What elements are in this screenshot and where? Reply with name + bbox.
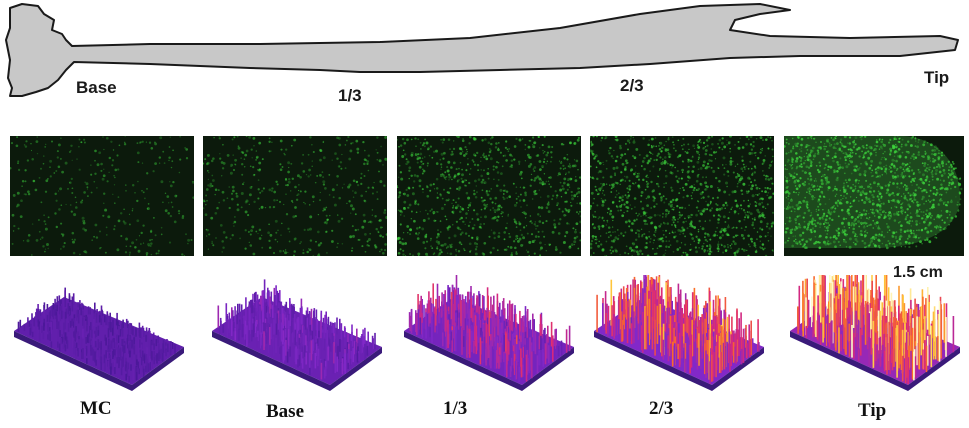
- surface-label-mc: MC: [80, 398, 112, 419]
- surface-plot-third: [400, 275, 584, 395]
- surface-plot-mc: [10, 275, 194, 395]
- surface-plot-tip: [786, 275, 966, 395]
- micrograph-mc: [10, 136, 194, 256]
- surface-label-third: 1/3: [443, 398, 468, 419]
- micrograph-tip: [784, 136, 964, 256]
- root-diagram: [0, 0, 969, 110]
- root-label-base: Base: [76, 78, 117, 97]
- surface-plot-base: [208, 275, 392, 395]
- surface-label-base: Base: [266, 401, 304, 422]
- scale-bar-label: 1.5 cm: [893, 264, 943, 281]
- root-label-tip: Tip: [924, 68, 950, 87]
- root-outline: [5, 3, 959, 97]
- micrograph-third: [397, 136, 581, 256]
- surface-label-two-thirds: 2/3: [649, 398, 674, 419]
- surface-label-tip: Tip: [858, 400, 887, 421]
- surface-plot-two-thirds: [590, 275, 774, 395]
- micrograph-base: [203, 136, 387, 256]
- root-label-two-thirds: 2/3: [620, 76, 644, 95]
- root-label-third: 1/3: [338, 86, 362, 105]
- micrograph-two-thirds: [590, 136, 774, 256]
